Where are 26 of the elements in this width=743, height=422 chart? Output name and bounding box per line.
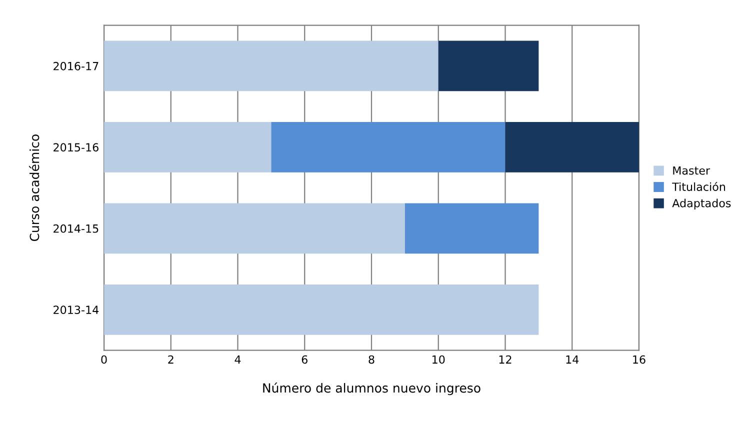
x-tick-label: 12	[499, 355, 512, 364]
y-tick-label: 2015-16	[54, 143, 98, 152]
y-tick-label: 2014-15	[54, 224, 98, 233]
bar	[104, 203, 405, 254]
x-tick-label: 6	[302, 355, 308, 364]
bar	[104, 284, 539, 335]
x-tick-label: 0	[101, 355, 107, 364]
legend-label: Master	[673, 166, 710, 175]
bar	[104, 122, 272, 172]
bar	[505, 122, 639, 172]
legend-label: Titulación	[672, 182, 726, 192]
x-tick-label: 14	[566, 355, 579, 364]
bar	[104, 40, 438, 92]
x-tick-label: 10	[432, 355, 445, 364]
x-tick-label: 4	[234, 355, 241, 364]
x-tick-label: 16	[633, 355, 646, 364]
legend-label: Adaptados	[672, 198, 731, 210]
x-tick-label: 2	[168, 355, 174, 364]
bar	[404, 203, 539, 254]
y-tick-label: 2013-14	[54, 306, 99, 314]
bar	[438, 40, 539, 92]
x-tick-label: 8	[368, 355, 374, 364]
x-axis-title: Número de alumnos nuevo ingreso	[263, 382, 480, 396]
y-tick-label: 2016-17	[54, 62, 98, 70]
bar	[271, 122, 506, 172]
y-axis-title: Curso académico	[29, 134, 40, 242]
